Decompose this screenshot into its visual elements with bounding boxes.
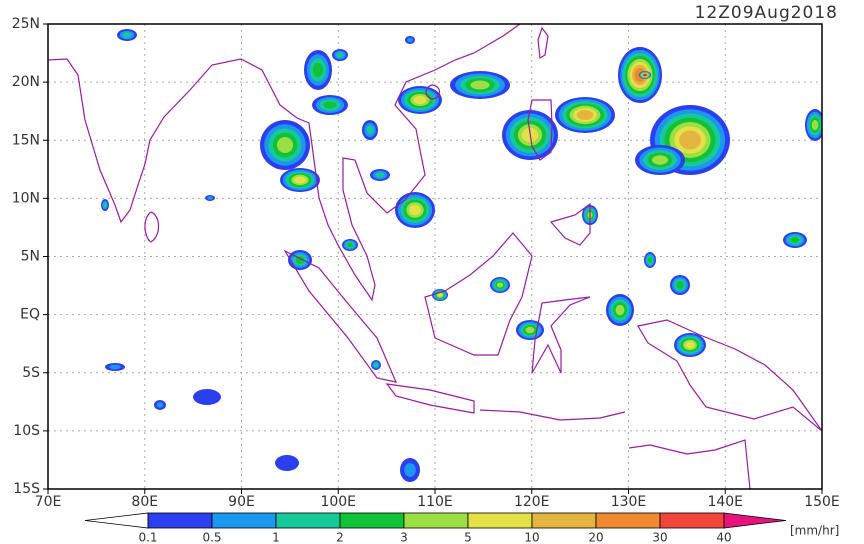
colorbar-box bbox=[275, 512, 341, 529]
x-tick-label: 120E bbox=[514, 494, 550, 510]
colorbar-label: 0.1 bbox=[138, 531, 157, 544]
rain-area bbox=[679, 130, 701, 150]
coastline bbox=[531, 296, 591, 374]
colorbar-label: 0.5 bbox=[202, 531, 221, 544]
timestamp: 12Z09Aug2018 bbox=[695, 3, 838, 23]
colorbar-label: 2 bbox=[336, 531, 344, 544]
colorbar-box bbox=[595, 512, 661, 529]
rain-area bbox=[643, 74, 647, 76]
x-tick-label: 140E bbox=[707, 494, 743, 510]
coastline bbox=[479, 409, 626, 421]
y-tick-label: EQ bbox=[20, 307, 40, 323]
rain-area bbox=[407, 37, 413, 43]
colorbar-box bbox=[403, 512, 469, 529]
coastlines bbox=[48, 24, 822, 489]
coastline bbox=[48, 24, 521, 302]
rain-area bbox=[312, 62, 324, 78]
rain-area bbox=[409, 204, 421, 216]
coastline bbox=[527, 99, 553, 161]
rain-area bbox=[615, 304, 625, 316]
colorbar-label: 30 bbox=[652, 531, 667, 544]
coastline bbox=[425, 84, 441, 100]
colorbar-box bbox=[659, 512, 725, 529]
rain-area bbox=[652, 155, 668, 165]
rain-area bbox=[496, 282, 504, 288]
rain-area bbox=[336, 52, 344, 58]
rain-area bbox=[685, 341, 695, 349]
rain-area bbox=[156, 402, 164, 408]
coastline bbox=[385, 383, 475, 414]
coastline bbox=[144, 211, 160, 243]
coastline bbox=[424, 232, 533, 356]
colorbar-label: 20 bbox=[588, 531, 603, 544]
rain-area bbox=[103, 202, 107, 208]
rain-area bbox=[122, 32, 132, 38]
x-tick-label: 100E bbox=[320, 494, 356, 510]
colorbar-label: 1 bbox=[272, 531, 280, 544]
colorbar: 0.1 0.5 1 2 3 5 10 20 30 40 bbox=[84, 512, 787, 544]
x-tick-label: 110E bbox=[417, 494, 453, 510]
rain-area bbox=[437, 293, 443, 297]
y-tick-label: 10S bbox=[13, 423, 40, 439]
rain-area bbox=[347, 242, 353, 248]
colorbar-label: 3 bbox=[400, 531, 408, 544]
colorbar-arrow bbox=[723, 512, 787, 529]
coastline bbox=[537, 26, 549, 59]
rain-area bbox=[404, 463, 416, 477]
rain-area bbox=[413, 95, 427, 105]
x-tick-label: 80E bbox=[131, 494, 158, 510]
y-tick-label: 10N bbox=[12, 190, 40, 206]
y-tick-label: 5S bbox=[22, 365, 40, 381]
rain-area bbox=[525, 326, 535, 334]
rain-area bbox=[373, 362, 379, 368]
rain-area bbox=[366, 125, 374, 135]
colorbar-label: 40 bbox=[716, 531, 731, 544]
rain-area bbox=[647, 257, 653, 263]
y-tick-label: 20N bbox=[12, 74, 40, 90]
rain-area bbox=[470, 80, 490, 90]
rain-area bbox=[193, 389, 221, 405]
x-tick-label: 150E bbox=[804, 494, 840, 510]
coastline bbox=[628, 439, 751, 489]
rain-area bbox=[207, 196, 213, 200]
colorbar-unit: [mm/hr] bbox=[790, 524, 839, 538]
colorbar-box bbox=[531, 512, 597, 529]
colorbar-box bbox=[147, 512, 213, 529]
colorbar-label: 5 bbox=[464, 531, 472, 544]
y-tick-label: 25N bbox=[12, 16, 40, 32]
rain-area bbox=[294, 176, 306, 184]
y-tick-label: 5N bbox=[21, 249, 40, 265]
y-tick-label: 15N bbox=[12, 132, 40, 148]
x-tick-label: 90E bbox=[228, 494, 255, 510]
rain-area bbox=[375, 172, 385, 178]
rain-area bbox=[295, 256, 305, 264]
rain-area bbox=[811, 119, 819, 131]
rain-area bbox=[323, 101, 337, 109]
rain-area bbox=[277, 137, 293, 153]
rain-area bbox=[109, 364, 121, 370]
rain-area bbox=[576, 110, 594, 120]
rain-area bbox=[676, 281, 684, 289]
x-tick-label: 70E bbox=[35, 494, 62, 510]
precipitation bbox=[101, 29, 822, 482]
colorbar-box bbox=[211, 512, 277, 529]
colorbar-label: 10 bbox=[524, 531, 539, 544]
coastline bbox=[283, 249, 398, 383]
x-tick-label: 130E bbox=[611, 494, 647, 510]
colorbar-arrow bbox=[84, 512, 149, 529]
rain-area bbox=[275, 455, 299, 471]
rain-area bbox=[790, 237, 800, 243]
coastline bbox=[549, 202, 591, 246]
colorbar-box bbox=[467, 512, 533, 529]
coastline bbox=[637, 319, 822, 432]
colorbar-box bbox=[339, 512, 405, 529]
y-tick-label: 15S bbox=[13, 481, 40, 497]
